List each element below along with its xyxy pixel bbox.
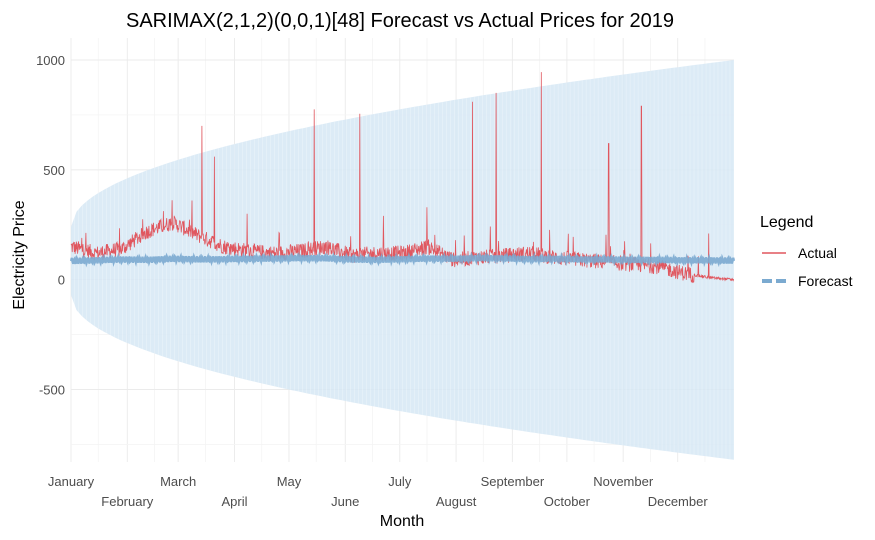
legend-actual-label: Actual	[798, 245, 837, 261]
x-tick-label: December	[648, 494, 709, 509]
y-tick-label: -500	[39, 383, 65, 398]
x-tick-label: May	[277, 474, 302, 489]
y-ticks: 1000 500 0 -500	[36, 53, 65, 398]
x-tick-label: April	[221, 494, 247, 509]
x-tick-label: September	[481, 474, 545, 489]
x-tick-label: October	[544, 494, 591, 509]
x-tick-label: June	[331, 494, 359, 509]
y-tick-label: 0	[58, 273, 65, 288]
legend-forecast-label: Forecast	[798, 273, 853, 289]
forecast-series-line	[69, 251, 736, 268]
x-tick-label: July	[388, 474, 412, 489]
y-axis-title: Electricity Price	[11, 200, 28, 309]
y-tick-label: 1000	[36, 53, 65, 68]
y-tick-label: 500	[43, 163, 65, 178]
x-ticks: January February March April May June July Augu…	[48, 474, 708, 509]
x-tick-label: February	[101, 494, 154, 509]
legend-title: Legend	[760, 214, 813, 231]
x-axis-title: Month	[380, 513, 424, 530]
x-tick-label: January	[48, 474, 95, 489]
legend: Legend Actual Forecast	[760, 214, 853, 289]
chart-title: SARIMAX(2,1,2)(0,0,1)[48] Forecast vs Ac…	[126, 10, 674, 32]
x-tick-label: August	[436, 494, 477, 509]
x-tick-label: March	[160, 474, 196, 489]
x-tick-label: November	[593, 474, 654, 489]
series-lines	[69, 72, 736, 284]
